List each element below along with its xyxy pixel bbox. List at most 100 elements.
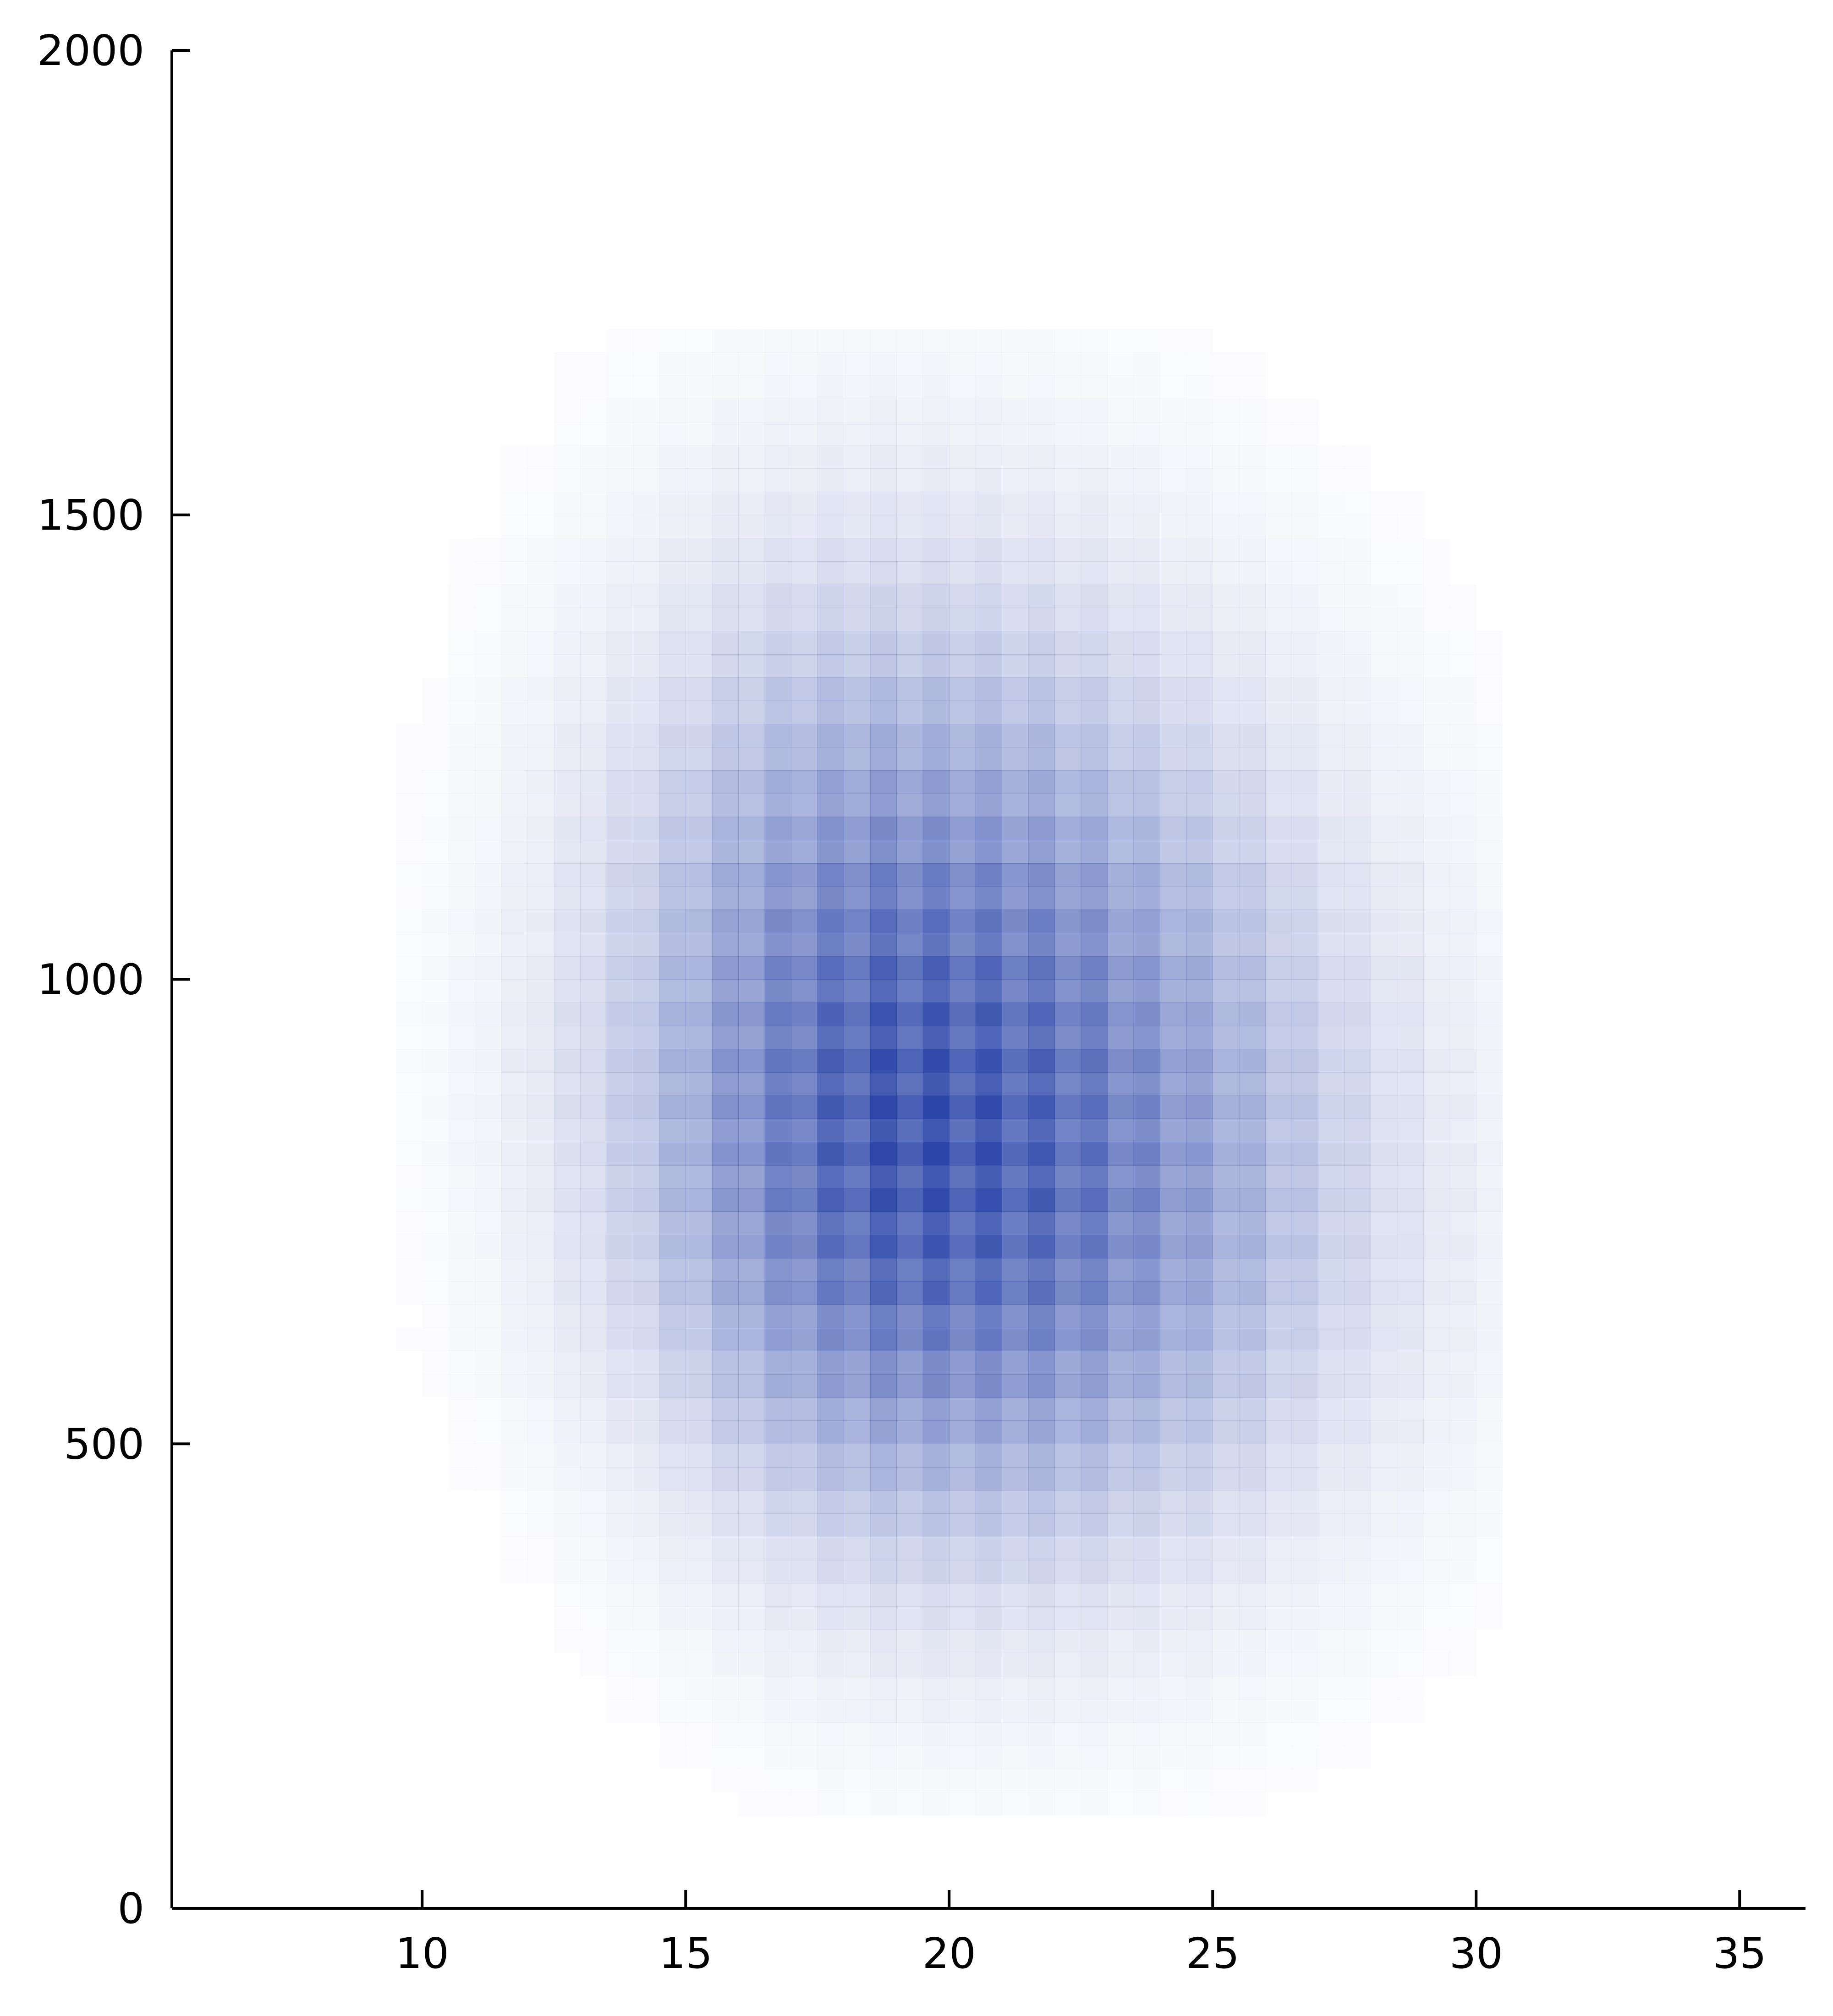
heatmap-cell xyxy=(791,1374,818,1398)
heatmap-cell xyxy=(1160,1351,1187,1375)
heatmap-cell xyxy=(659,956,686,980)
heatmap-cell xyxy=(1028,1420,1055,1444)
heatmap-cell xyxy=(764,584,791,608)
heatmap-cell xyxy=(1371,770,1398,794)
heatmap-cell xyxy=(896,1537,923,1561)
heatmap-cell xyxy=(606,1025,633,1050)
heatmap-cell xyxy=(712,654,739,678)
heatmap-cell xyxy=(1054,1397,1081,1421)
heatmap-cell xyxy=(764,1025,791,1050)
heatmap-cell xyxy=(1160,840,1187,864)
heatmap-cell xyxy=(606,468,633,492)
heatmap-cell xyxy=(1028,1258,1055,1282)
heatmap-cell xyxy=(896,956,923,980)
heatmap-cell xyxy=(1239,1072,1266,1096)
heatmap-cell xyxy=(975,468,1002,492)
heatmap-cell xyxy=(1239,956,1266,980)
heatmap-cell xyxy=(1449,1003,1476,1026)
heatmap-cell xyxy=(844,1792,870,1816)
heatmap-cell xyxy=(659,1444,686,1468)
heatmap-cell xyxy=(1160,561,1187,585)
heatmap-cell xyxy=(1160,1258,1187,1282)
heatmap-cell xyxy=(949,1281,976,1305)
heatmap-cell xyxy=(475,1397,501,1421)
heatmap-cell xyxy=(554,654,581,678)
heatmap-cell xyxy=(659,1560,686,1583)
heatmap-cell xyxy=(580,1537,607,1560)
heatmap-cell xyxy=(922,747,949,771)
heatmap-cell xyxy=(791,1304,818,1328)
heatmap-cell xyxy=(870,1211,897,1235)
heatmap-cell xyxy=(1133,468,1160,492)
heatmap-cell xyxy=(1133,1235,1160,1259)
heatmap-cell xyxy=(1345,1653,1371,1676)
heatmap-cell xyxy=(976,329,1002,352)
heatmap-cell xyxy=(949,468,976,492)
heatmap-cell xyxy=(1265,677,1292,701)
heatmap-cell xyxy=(659,1327,686,1352)
heatmap-cell xyxy=(1054,1235,1081,1259)
heatmap-cell xyxy=(686,1513,713,1537)
heatmap-cell xyxy=(1160,538,1187,562)
heatmap-cell xyxy=(764,515,791,539)
heatmap-cell xyxy=(1291,1211,1318,1235)
heatmap-cell xyxy=(659,1235,686,1259)
x-tick-label: 30 xyxy=(1449,1929,1503,1978)
heatmap-cell xyxy=(527,1304,554,1328)
heatmap-cell xyxy=(554,1188,581,1212)
heatmap-cell xyxy=(1423,608,1450,631)
heatmap-cell xyxy=(475,654,501,678)
heatmap-cell xyxy=(896,909,923,933)
heatmap-cell xyxy=(1213,1444,1240,1468)
heatmap-cell xyxy=(1213,1142,1240,1166)
heatmap-cell xyxy=(1397,677,1424,701)
heatmap-cell xyxy=(896,1165,923,1189)
heatmap-cell xyxy=(1318,1211,1345,1235)
heatmap-cell xyxy=(1344,1165,1371,1189)
heatmap-cell xyxy=(527,1072,554,1096)
heatmap-cell xyxy=(764,1699,791,1723)
heatmap-cell xyxy=(1213,1025,1240,1050)
heatmap-cell xyxy=(1397,1327,1424,1352)
heatmap-cell xyxy=(1213,1327,1240,1352)
heatmap-cell xyxy=(1081,1142,1108,1166)
heatmap-cell xyxy=(870,1513,897,1537)
heatmap-cell xyxy=(1133,1281,1160,1305)
heatmap-cell xyxy=(764,794,791,817)
heatmap-cell xyxy=(1239,1699,1266,1723)
heatmap-cell xyxy=(633,863,660,887)
heatmap-cell xyxy=(527,1467,554,1490)
heatmap-cell xyxy=(817,1746,844,1769)
y-tick-label: 1000 xyxy=(37,955,144,1004)
heatmap-cell xyxy=(1476,1606,1503,1630)
heatmap-cell xyxy=(686,794,713,817)
heatmap-cell xyxy=(1291,863,1318,887)
heatmap-cell xyxy=(817,631,844,655)
heatmap-cell xyxy=(791,677,818,701)
heatmap-cell xyxy=(475,1142,502,1166)
heatmap-cell xyxy=(1002,723,1029,748)
heatmap-cell xyxy=(844,1188,871,1212)
heatmap-cell xyxy=(896,399,923,422)
heatmap-cell xyxy=(1476,863,1503,887)
heatmap-cell xyxy=(501,654,528,678)
heatmap-cell xyxy=(1344,886,1371,910)
heatmap-cell xyxy=(1081,747,1108,771)
heatmap-cell xyxy=(1213,723,1240,748)
heatmap-cell xyxy=(475,1304,501,1328)
heatmap-cell xyxy=(1397,1699,1424,1723)
heatmap-cell xyxy=(922,909,949,933)
heatmap-cell xyxy=(896,1606,923,1630)
heatmap-cell xyxy=(475,979,502,1003)
heatmap-cell xyxy=(817,770,844,794)
heatmap-cell xyxy=(1344,1258,1371,1282)
heatmap-cell xyxy=(1423,1513,1450,1537)
heatmap-cell xyxy=(1476,1211,1503,1235)
heatmap-cell xyxy=(1397,979,1424,1003)
heatmap-cell xyxy=(1081,538,1108,562)
heatmap-cell xyxy=(1423,1630,1450,1653)
heatmap-cell xyxy=(1133,631,1160,655)
heatmap-cell xyxy=(1213,933,1240,957)
x-axis-ticks: 10 15 20 25 30 35 xyxy=(395,1890,1767,1978)
heatmap-cell xyxy=(975,677,1002,701)
